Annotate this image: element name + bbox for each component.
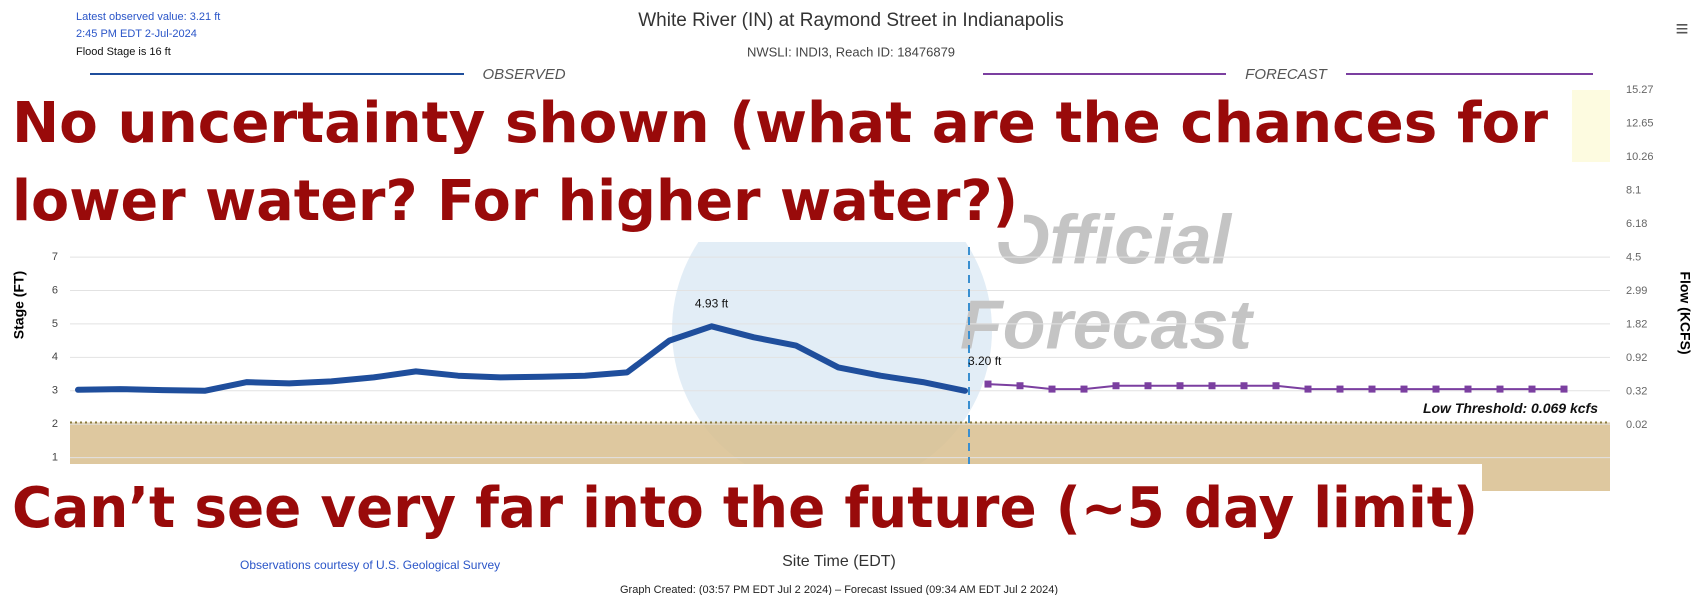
y2-tick-label: 0.92 <box>1626 352 1647 364</box>
data-point <box>1400 385 1408 393</box>
y2-tick-label: 2.99 <box>1626 285 1647 297</box>
watermark-logo <box>672 170 992 490</box>
graph-created: Graph Created: (03:57 PM EDT Jul 2 2024)… <box>620 584 1058 595</box>
data-point <box>1016 382 1024 390</box>
y2-tick-label: 15.27 <box>1626 84 1654 96</box>
data-point <box>1432 385 1440 393</box>
flood-stage: Flood Stage is 16 ft <box>76 46 171 58</box>
y2-tick-label: 6.18 <box>1626 218 1647 230</box>
data-point <box>1080 385 1088 393</box>
data-point <box>1176 382 1184 390</box>
y-tick-label: 4 <box>52 351 58 363</box>
y-axis-label: Stage (FT) <box>11 271 27 339</box>
y2-tick-label: 12.65 <box>1626 117 1654 129</box>
y-tick-label: 6 <box>52 284 58 296</box>
annotation-box <box>0 464 1482 550</box>
y-tick-label: 5 <box>52 318 58 330</box>
annotation: lower water? For higher water?) <box>12 169 1018 234</box>
data-point <box>1464 385 1472 393</box>
data-point <box>1048 385 1056 393</box>
data-point <box>1304 385 1312 393</box>
menu-button[interactable]: ≡ <box>1676 16 1689 41</box>
y-tick-label: 7 <box>52 251 58 263</box>
data-label: 4.93 ft <box>695 296 729 310</box>
section-label: FORECAST <box>1245 66 1329 83</box>
low-threshold-label: Low Threshold: 0.069 kcfs <box>1423 400 1598 416</box>
section-label: OBSERVED <box>482 66 565 83</box>
data-point <box>1336 385 1344 393</box>
annotation: No uncertainty shown (what are the chanc… <box>12 91 1548 156</box>
y-tick-label: 1 <box>52 451 58 463</box>
annotation-box <box>0 166 1024 242</box>
flood-zone <box>1572 90 1610 162</box>
chart-subtitle: NWSLI: INDI3, Reach ID: 18476879 <box>747 44 955 59</box>
data-point <box>1208 382 1216 390</box>
data-point <box>1112 382 1120 390</box>
data-point <box>1144 382 1152 390</box>
data-point <box>1240 382 1248 390</box>
data-point <box>1496 385 1504 393</box>
y2-tick-label: 1.82 <box>1626 318 1647 330</box>
credit: Observations courtesy of U.S. Geological… <box>240 558 500 572</box>
watermark-text: Official <box>995 200 1233 278</box>
y2-tick-label: 10.26 <box>1626 151 1654 163</box>
section-gap <box>464 64 584 84</box>
y2-axis-label: Flow (KCFS) <box>1677 271 1693 354</box>
y2-tick-label: 0.02 <box>1626 419 1647 431</box>
y-tick-label: 3 <box>52 385 58 397</box>
y2-tick-label: 4.5 <box>1626 251 1641 263</box>
watermark-text: Forecast <box>960 285 1254 363</box>
x-axis-label: Site Time (EDT) <box>782 553 896 570</box>
latest-value: Latest observed value: 3.21 ft <box>76 11 220 23</box>
chart-title: White River (IN) at Raymond Street in In… <box>638 10 1064 31</box>
y-tick-label: 2 <box>52 418 58 430</box>
section-gap <box>1226 64 1346 84</box>
y2-tick-label: 0.32 <box>1626 385 1647 397</box>
series-line <box>75 323 968 394</box>
data-point <box>1528 385 1536 393</box>
data-point <box>1272 382 1280 390</box>
y2-tick-label: 8.1 <box>1626 184 1641 196</box>
latest-time: 2:45 PM EDT 2-Jul-2024 <box>76 28 197 40</box>
data-point <box>984 380 992 388</box>
annotation-box <box>0 86 1566 164</box>
annotation: Can’t see very far into the future (~5 d… <box>12 476 1478 541</box>
data-point <box>1368 385 1376 393</box>
data-label: 3.20 ft <box>968 354 1002 368</box>
data-point <box>1560 385 1568 393</box>
